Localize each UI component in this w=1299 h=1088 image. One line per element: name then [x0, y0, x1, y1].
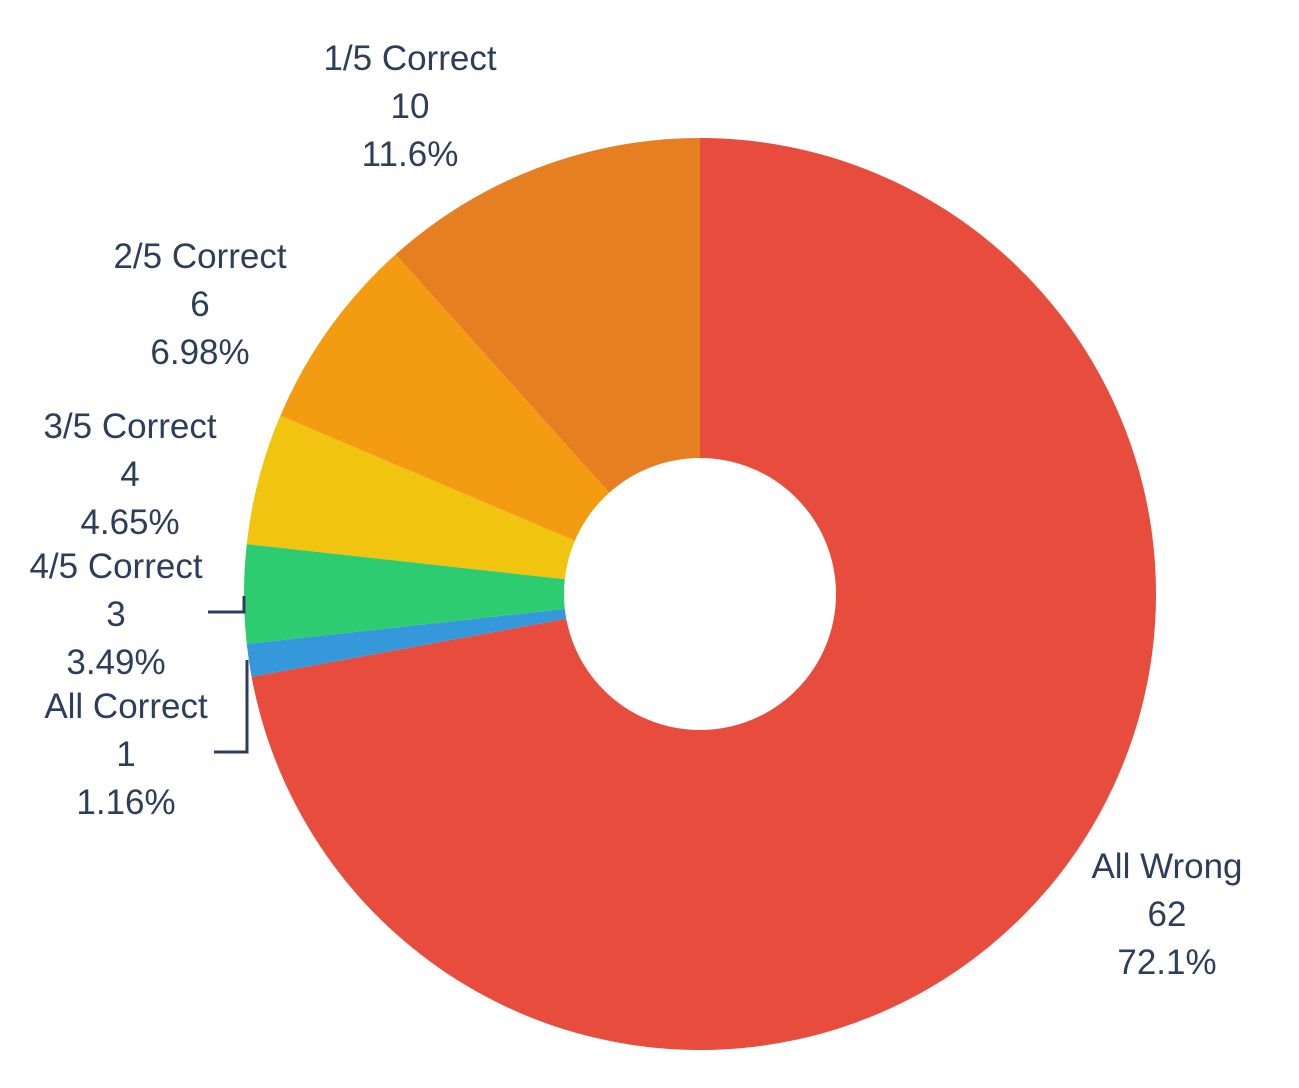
slice-label-percent: 6.98%	[150, 333, 249, 372]
slice-label-value: 1	[116, 735, 135, 774]
labels-group: All Wrong 62 72.1% All Correct 1 1.16% 4/5 Cor…	[29, 39, 1242, 982]
slice-label-percent: 1.16%	[76, 783, 175, 822]
slice-label-category: 2/5 Correct	[113, 237, 286, 276]
slice-label-value: 3	[106, 595, 125, 634]
slice-label-4-5-correct: 4/5 Correct 3 3.49%	[29, 547, 202, 682]
slice-label-1-5-correct: 1/5 Correct 10 11.6%	[323, 39, 496, 174]
slice-label-category: 3/5 Correct	[43, 407, 216, 446]
slice-label-value: 6	[190, 285, 209, 324]
slice-label-value: 62	[1148, 895, 1187, 934]
slice-label-percent: 4.65%	[80, 503, 179, 542]
slice-label-value: 4	[120, 455, 139, 494]
slice-label-category: 1/5 Correct	[323, 39, 496, 78]
slice-4-5-correct	[244, 544, 700, 644]
slice-label-category: All Correct	[44, 687, 208, 726]
slice-1-5-correct	[395, 138, 700, 594]
slice-label-all-wrong: All Wrong 62 72.1%	[1091, 847, 1242, 982]
slice-label-category: All Wrong	[1091, 847, 1242, 886]
slice-label-2-5-correct: 2/5 Correct 6 6.98%	[113, 237, 286, 372]
leader-line-all-correct	[214, 660, 249, 754]
slice-label-value: 10	[391, 87, 430, 126]
donut-hole	[564, 458, 836, 730]
slice-label-percent: 72.1%	[1117, 943, 1216, 982]
slice-label-percent: 3.49%	[66, 643, 165, 682]
slice-label-percent: 11.6%	[362, 135, 459, 174]
leader-lines	[208, 596, 249, 754]
slice-label-all-correct: All Correct 1 1.16%	[44, 687, 208, 822]
slice-label-category: 4/5 Correct	[29, 547, 202, 586]
leader-line-4-5-correct	[208, 596, 246, 614]
slice-label-3-5-correct: 3/5 Correct 4 4.65%	[43, 407, 216, 542]
